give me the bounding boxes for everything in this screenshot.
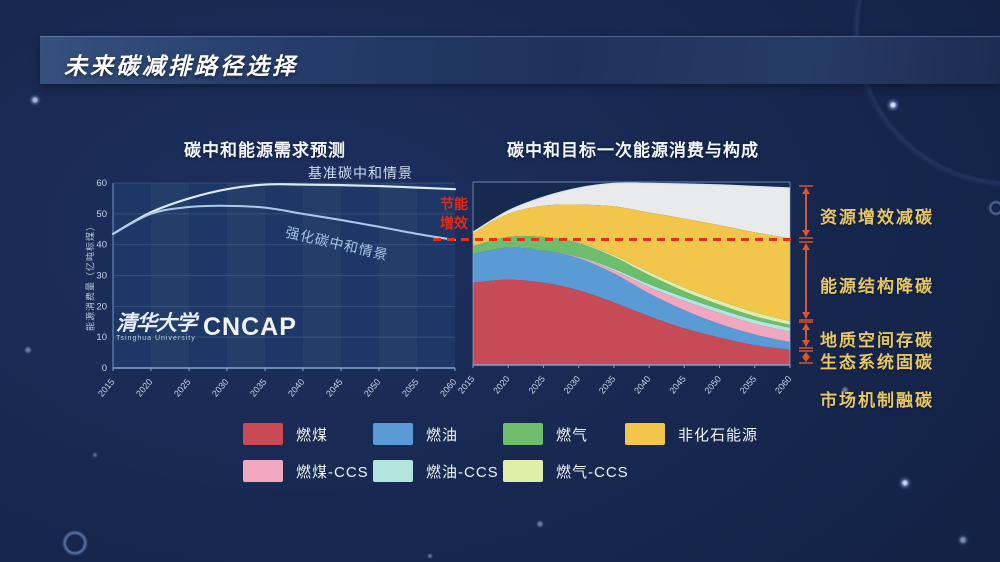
cncap-wordmark: CNCAP: [203, 312, 297, 341]
legend-label: 燃煤-CCS: [296, 463, 369, 481]
tsinghua-logo-en: Tsinghua University: [116, 335, 196, 342]
title-banner: 未来碳减排路径选择: [40, 36, 1000, 84]
legend-swatch: [625, 423, 665, 445]
dashed-target-line: [433, 238, 791, 241]
svg-text:10: 10: [96, 332, 107, 343]
legend-label: 燃煤: [296, 426, 329, 444]
baseline-scenario-label: 基准碳中和情景: [308, 165, 413, 181]
svg-text:2045: 2045: [324, 377, 345, 399]
legend-swatch: [243, 423, 283, 445]
svg-text:2040: 2040: [632, 374, 653, 396]
legend-swatch: [373, 460, 413, 482]
annotation-label: 能源结构降碳: [820, 277, 934, 296]
svg-text:2055: 2055: [400, 377, 421, 399]
energy-saving-label: 节能 增效: [440, 196, 468, 231]
legend-item: 燃气: [503, 422, 588, 446]
svg-text:2020: 2020: [134, 377, 155, 399]
svg-text:50: 50: [96, 209, 107, 220]
annotation-label: 生态系统固碳: [820, 353, 934, 372]
svg-text:30: 30: [96, 271, 107, 282]
legend-swatch: [503, 423, 543, 445]
svg-text:2060: 2060: [773, 374, 794, 396]
svg-text:2020: 2020: [491, 374, 512, 396]
svg-text:2030: 2030: [210, 377, 231, 399]
left-chart-title: 碳中和能源需求预测: [184, 141, 346, 160]
svg-text:2025: 2025: [526, 374, 547, 396]
legend-label: 非化石能源: [678, 426, 759, 444]
annotation-label: 地质空间存碳: [820, 331, 934, 350]
legend-label: 燃气: [556, 426, 589, 444]
energy-mix-chart: 2015 2020 2025 2030 2035 2040 2045 2050 2055 2060: [456, 181, 794, 396]
svg-text:2030: 2030: [562, 374, 583, 396]
legend-item: 非化石能源: [625, 422, 758, 446]
legend-swatch: [503, 460, 543, 482]
svg-text:2015: 2015: [456, 374, 477, 396]
svg-text:40: 40: [96, 240, 107, 251]
right-chart-title: 碳中和目标一次能源消费与构成: [507, 141, 759, 160]
svg-text:2015: 2015: [96, 377, 117, 399]
svg-text:0: 0: [102, 363, 107, 374]
tsinghua-cncap-logo: 清华大学 Tsinghua University CNCAP: [116, 312, 297, 342]
svg-text:2035: 2035: [597, 374, 618, 396]
legend-item: 燃油-CCS: [373, 459, 499, 483]
legend-item: 燃油: [373, 422, 458, 446]
legend-label: 燃油: [426, 426, 459, 444]
legend-label: 燃油-CCS: [426, 463, 499, 481]
svg-text:20: 20: [96, 301, 107, 312]
svg-text:2035: 2035: [248, 377, 269, 399]
legend-swatch: [243, 460, 283, 482]
svg-text:2045: 2045: [667, 374, 688, 396]
annotation-label: 市场机制融碳: [820, 391, 934, 410]
svg-text:2055: 2055: [738, 374, 759, 396]
left-y-axis-label: 能源消费量（亿吨标煤）: [85, 220, 96, 332]
page-title: 未来碳减排路径选择: [64, 53, 298, 79]
legend-item: 燃煤: [243, 422, 328, 446]
legend-swatch: [373, 423, 413, 445]
svg-text:2050: 2050: [362, 377, 383, 399]
legend-item: 燃气-CCS: [503, 459, 629, 483]
annotation-label: 资源增效减碳: [820, 208, 934, 227]
svg-text:60: 60: [96, 178, 107, 189]
svg-text:2040: 2040: [286, 377, 307, 399]
svg-text:2050: 2050: [703, 374, 724, 396]
legend-item: 燃煤-CCS: [243, 459, 369, 483]
annotation-arrows: [799, 185, 813, 364]
legend-label: 燃气-CCS: [556, 463, 629, 481]
svg-text:2025: 2025: [172, 377, 193, 399]
tsinghua-logo-cn: 清华大学: [116, 310, 197, 335]
